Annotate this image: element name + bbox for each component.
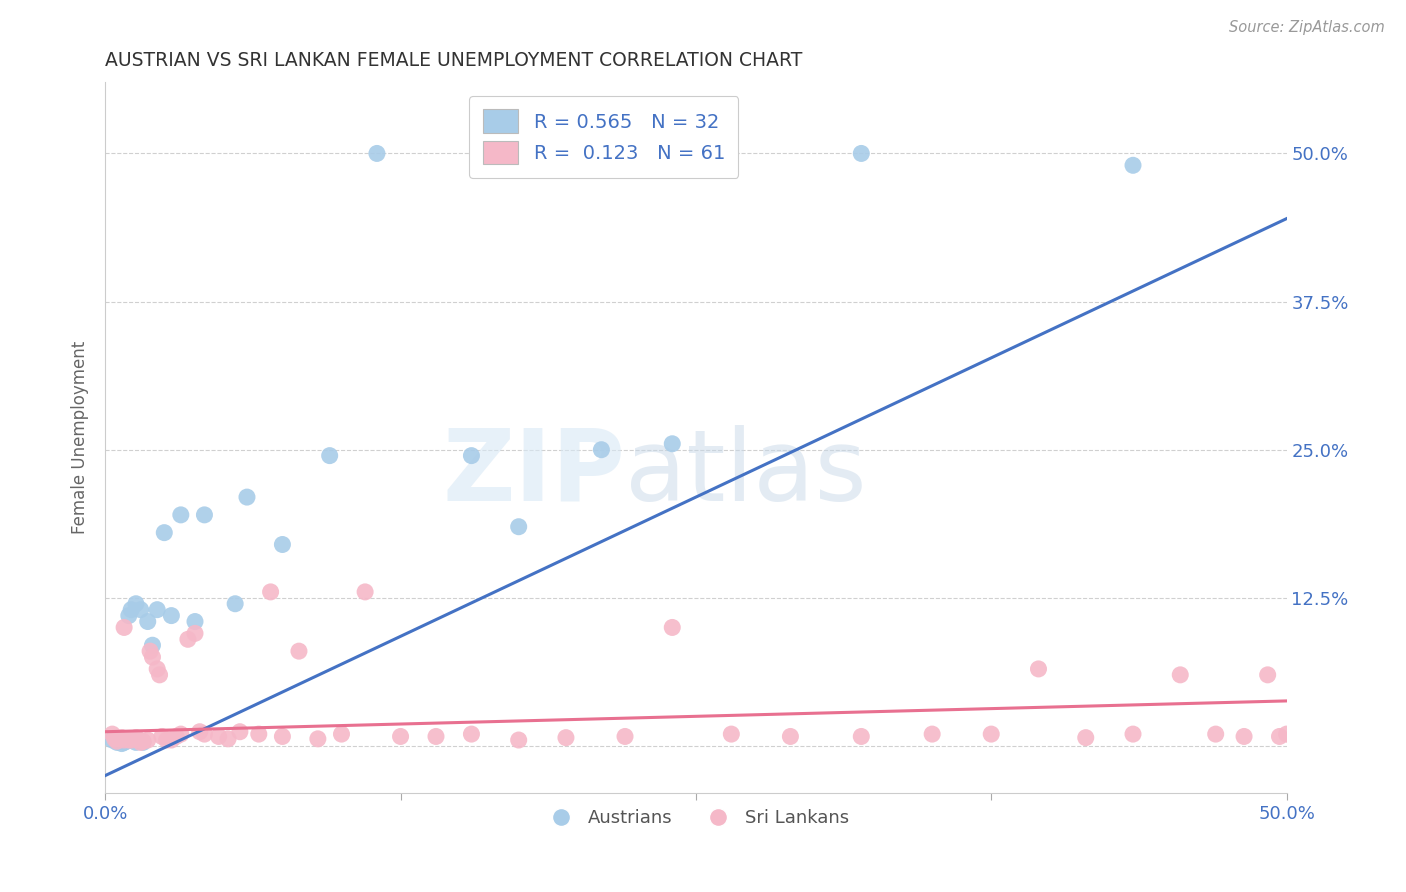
Point	[160, 733, 183, 747]
Point	[122, 731, 145, 746]
Point	[127, 733, 149, 747]
Point	[184, 626, 207, 640]
Point	[111, 737, 134, 751]
Point	[720, 727, 742, 741]
Point	[141, 650, 163, 665]
Legend: Austrians, Sri Lankans: Austrians, Sri Lankans	[536, 802, 856, 834]
Point	[127, 733, 149, 747]
Point	[354, 585, 377, 599]
Point	[389, 730, 412, 744]
Point	[108, 731, 131, 746]
Point	[555, 731, 578, 745]
Point	[160, 608, 183, 623]
Point	[1268, 730, 1291, 744]
Point	[1028, 662, 1050, 676]
Point	[980, 727, 1002, 741]
Point	[851, 146, 873, 161]
Point	[851, 730, 873, 744]
Text: Source: ZipAtlas.com: Source: ZipAtlas.com	[1229, 20, 1385, 35]
Point	[508, 733, 530, 747]
Point	[170, 727, 193, 741]
Text: ZIP: ZIP	[441, 425, 626, 522]
Point	[288, 644, 311, 658]
Point	[146, 602, 169, 616]
Point	[115, 734, 138, 748]
Point	[120, 602, 142, 616]
Point	[111, 731, 134, 745]
Point	[460, 727, 482, 741]
Point	[105, 734, 128, 748]
Point	[112, 620, 135, 634]
Point	[165, 730, 187, 744]
Point	[366, 146, 388, 161]
Point	[1282, 731, 1305, 745]
Point	[146, 662, 169, 676]
Point	[271, 537, 294, 551]
Point	[247, 727, 270, 741]
Point	[129, 735, 152, 749]
Point	[1257, 668, 1279, 682]
Text: AUSTRIAN VS SRI LANKAN FEMALE UNEMPLOYMENT CORRELATION CHART: AUSTRIAN VS SRI LANKAN FEMALE UNEMPLOYME…	[105, 51, 803, 70]
Point	[101, 727, 124, 741]
Point	[921, 727, 943, 741]
Point	[120, 733, 142, 747]
Point	[141, 638, 163, 652]
Point	[591, 442, 613, 457]
Point	[115, 731, 138, 746]
Point	[132, 734, 155, 748]
Point	[132, 735, 155, 749]
Point	[105, 735, 128, 749]
Point	[156, 733, 179, 747]
Point	[129, 602, 152, 616]
Point	[259, 585, 281, 599]
Point	[101, 733, 124, 747]
Text: atlas: atlas	[626, 425, 866, 522]
Point	[318, 449, 340, 463]
Point	[148, 668, 170, 682]
Y-axis label: Female Unemployment: Female Unemployment	[72, 342, 89, 534]
Point	[139, 644, 162, 658]
Point	[614, 730, 637, 744]
Point	[188, 724, 211, 739]
Point	[136, 733, 159, 747]
Point	[330, 727, 353, 741]
Point	[460, 449, 482, 463]
Point	[1233, 730, 1256, 744]
Point	[170, 508, 193, 522]
Point	[307, 731, 329, 746]
Point	[184, 615, 207, 629]
Point	[229, 724, 252, 739]
Point	[150, 730, 173, 744]
Point	[425, 730, 447, 744]
Point	[1205, 727, 1227, 741]
Point	[271, 730, 294, 744]
Point	[1074, 731, 1097, 745]
Point	[1275, 727, 1298, 741]
Point	[508, 519, 530, 533]
Point	[217, 731, 239, 746]
Point	[661, 437, 683, 451]
Point	[1122, 158, 1144, 172]
Point	[236, 490, 259, 504]
Point	[125, 731, 148, 745]
Point	[1122, 727, 1144, 741]
Point	[108, 733, 131, 747]
Point	[207, 730, 229, 744]
Point	[1168, 668, 1191, 682]
Point	[193, 727, 215, 741]
Point	[177, 632, 200, 647]
Point	[112, 733, 135, 747]
Point	[125, 735, 148, 749]
Point	[193, 508, 215, 522]
Point	[779, 730, 801, 744]
Point	[104, 731, 127, 746]
Point	[112, 735, 135, 749]
Point	[125, 597, 148, 611]
Point	[661, 620, 683, 634]
Point	[224, 597, 246, 611]
Point	[118, 608, 141, 623]
Point	[153, 525, 176, 540]
Point	[118, 733, 141, 747]
Point	[136, 615, 159, 629]
